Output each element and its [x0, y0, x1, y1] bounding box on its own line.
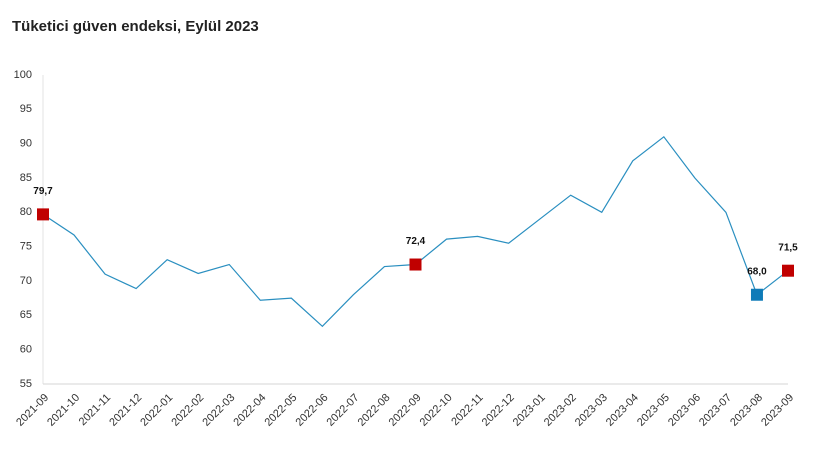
- y-tick-label: 85: [20, 172, 32, 184]
- value-label: 79,7: [33, 186, 53, 197]
- x-tick-label: 2023-09: [759, 392, 796, 429]
- y-tick-label: 100: [14, 69, 32, 81]
- chart-title: Tüketici güven endeksi, Eylül 2023: [12, 18, 259, 35]
- x-tick-label: 2023-07: [697, 392, 734, 429]
- x-tick-label: 2022-09: [387, 392, 424, 429]
- value-label: 72,4: [406, 236, 426, 247]
- y-tick-label: 70: [20, 275, 32, 287]
- x-tick-label: 2023-03: [573, 392, 610, 429]
- y-tick-label: 60: [20, 344, 32, 356]
- x-tick-label: 2022-05: [262, 392, 299, 429]
- x-tick-label: 2022-01: [138, 392, 175, 429]
- x-tick-label: 2021-09: [14, 392, 51, 429]
- x-tick-label: 2023-02: [542, 392, 579, 429]
- data-line: [42, 135, 789, 328]
- x-tick-label: 2023-01: [511, 392, 548, 429]
- x-tick-label: 2022-07: [325, 392, 362, 429]
- marker: [782, 264, 794, 277]
- marker: [750, 288, 763, 301]
- x-tick-label: 2023-06: [666, 392, 703, 429]
- value-label: 71,5: [778, 242, 798, 253]
- x-tick-label: 2022-06: [294, 392, 331, 429]
- x-tick-label: 2021-11: [77, 392, 113, 428]
- x-tick-label: 2022-04: [231, 392, 268, 429]
- x-tick-label: 2023-04: [604, 392, 641, 429]
- y-tick-label: 90: [20, 138, 32, 150]
- x-tick-label: 2022-10: [418, 392, 455, 429]
- x-tick-label: 2022-03: [200, 392, 237, 429]
- y-tick-label: 75: [20, 241, 32, 253]
- y-tick-label: 55: [20, 378, 32, 390]
- y-tick-label: 65: [20, 309, 32, 321]
- x-tick-label: 2021-12: [107, 392, 144, 429]
- x-tick-label: 2022-08: [356, 392, 393, 429]
- marker: [409, 258, 422, 271]
- value-label: 68,0: [747, 266, 767, 277]
- x-tick-label: 2021-10: [45, 392, 82, 429]
- x-tick-label: 2022-12: [480, 392, 517, 429]
- marker: [37, 208, 49, 221]
- x-tick-label: 2023-08: [728, 392, 765, 429]
- y-tick-label: 95: [20, 103, 32, 115]
- x-tick-label: 2022-11: [449, 392, 485, 428]
- x-tick-label: 2023-05: [635, 392, 672, 429]
- x-tick-label: 2022-02: [169, 392, 206, 429]
- y-tick-label: 80: [20, 206, 32, 218]
